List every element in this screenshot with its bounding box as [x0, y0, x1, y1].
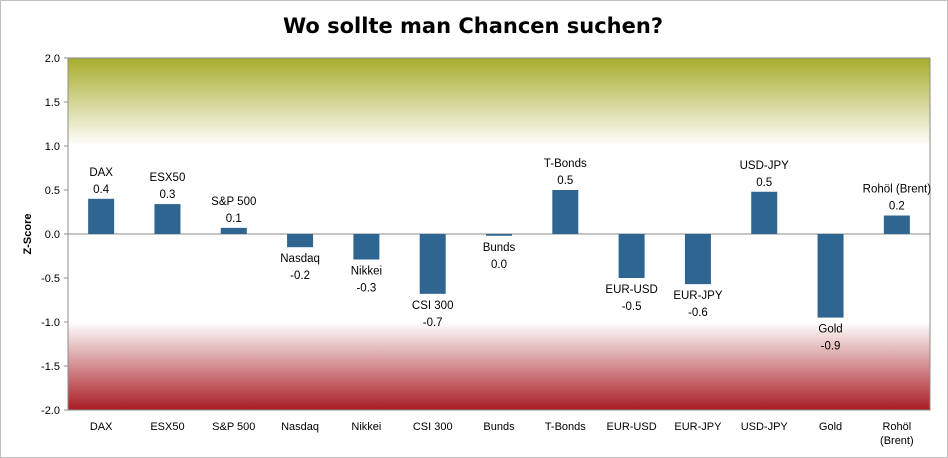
data-label-value: 0.5 [756, 177, 772, 189]
data-label-value: -0.5 [622, 301, 642, 313]
data-label-value: -0.2 [290, 270, 310, 282]
upper-opportunity-band [68, 58, 930, 146]
data-label-value: 0.3 [159, 189, 175, 201]
chart-title: Wo sollte man Chancen suchen? [283, 14, 663, 38]
y-tick-label: -1.0 [41, 317, 60, 329]
background-bands [68, 58, 930, 410]
y-tick-label: -2.0 [41, 405, 60, 417]
data-label-name: S&P 500 [211, 196, 256, 208]
x-tick-label: Nasdaq [281, 421, 319, 433]
data-label-value: -0.6 [688, 307, 708, 319]
data-label-value: -0.7 [423, 317, 443, 329]
data-label-name: T-Bonds [544, 158, 587, 170]
y-tick-label: 0.0 [45, 229, 60, 241]
data-label-name: Rohöl (Brent) [863, 184, 932, 196]
x-tick-label: DAX [90, 421, 113, 433]
x-tick-label: Gold [819, 421, 842, 433]
y-tick-label: 1.0 [45, 141, 60, 153]
bar-9 [684, 234, 711, 285]
x-axis: DAX ESX50 S&P 500 Nasdaq Nikkei CSI 300 Bunds T… [90, 421, 914, 447]
y-tick-label: 0.5 [45, 185, 60, 197]
x-tick-label: CSI 300 [413, 421, 453, 433]
x-tick-label: Bunds [483, 421, 515, 433]
x-tick-label: Rohöl [882, 421, 911, 433]
data-label-name: Nikkei [351, 266, 382, 278]
y-tick-label: -1.5 [41, 361, 60, 373]
y-tick-label: 2.0 [45, 53, 60, 65]
bar-6 [486, 234, 512, 236]
x-tick-label: (Brent) [880, 435, 914, 447]
bar-8 [618, 234, 645, 278]
y-tick-label: -0.5 [41, 273, 60, 285]
x-tick-label: T-Bonds [545, 421, 586, 433]
x-tick-label: S&P 500 [212, 421, 255, 433]
bar-11 [817, 234, 844, 318]
lower-risk-band [68, 322, 930, 410]
y-axis-title: Z-Score [22, 214, 34, 255]
y-tick-label: 1.5 [45, 97, 60, 109]
data-label-value: 0.0 [491, 259, 507, 271]
x-tick-label: ESX50 [150, 421, 184, 433]
bar-0 [88, 198, 115, 234]
data-label-value: 0.5 [557, 175, 573, 187]
bar-2 [220, 227, 247, 234]
data-label-name: Bunds [483, 242, 516, 254]
bar-7 [552, 190, 579, 234]
x-tick-label: USD-JPY [741, 421, 789, 433]
data-label-name: EUR-JPY [673, 290, 723, 302]
data-label-name: DAX [89, 167, 113, 179]
data-label-name: Gold [818, 324, 842, 336]
bar-series [88, 190, 910, 318]
x-tick-label: EUR-JPY [674, 421, 722, 433]
bar-5 [419, 234, 446, 294]
data-label-name: CSI 300 [412, 300, 454, 312]
data-label-name: USD-JPY [740, 160, 790, 172]
data-labels: DAX 0.4 ESX50 0.3 S&P 500 0.1 Nasdaq -0.2 Nikkei… [89, 158, 931, 353]
x-tick-label: Nikkei [351, 421, 381, 433]
data-label-value: -0.3 [356, 283, 376, 295]
bar-10 [751, 191, 778, 234]
data-label-value: 0.2 [889, 201, 905, 213]
data-label-value: 0.1 [226, 213, 242, 225]
data-label-name: EUR-USD [605, 284, 657, 296]
data-label-name: ESX50 [150, 172, 186, 184]
bar-4 [353, 234, 380, 260]
bar-12 [883, 215, 910, 234]
bar-1 [154, 204, 181, 234]
y-axis: 2.0 1.5 1.0 0.5 0.0 -0.5 -1.0 -1.5 -2.0 [41, 53, 69, 417]
data-label-value: -0.9 [821, 341, 841, 353]
x-tick-label: EUR-USD [607, 421, 657, 433]
data-label-name: Nasdaq [280, 253, 320, 265]
bar-3 [287, 234, 314, 248]
data-label-value: 0.4 [93, 184, 110, 196]
